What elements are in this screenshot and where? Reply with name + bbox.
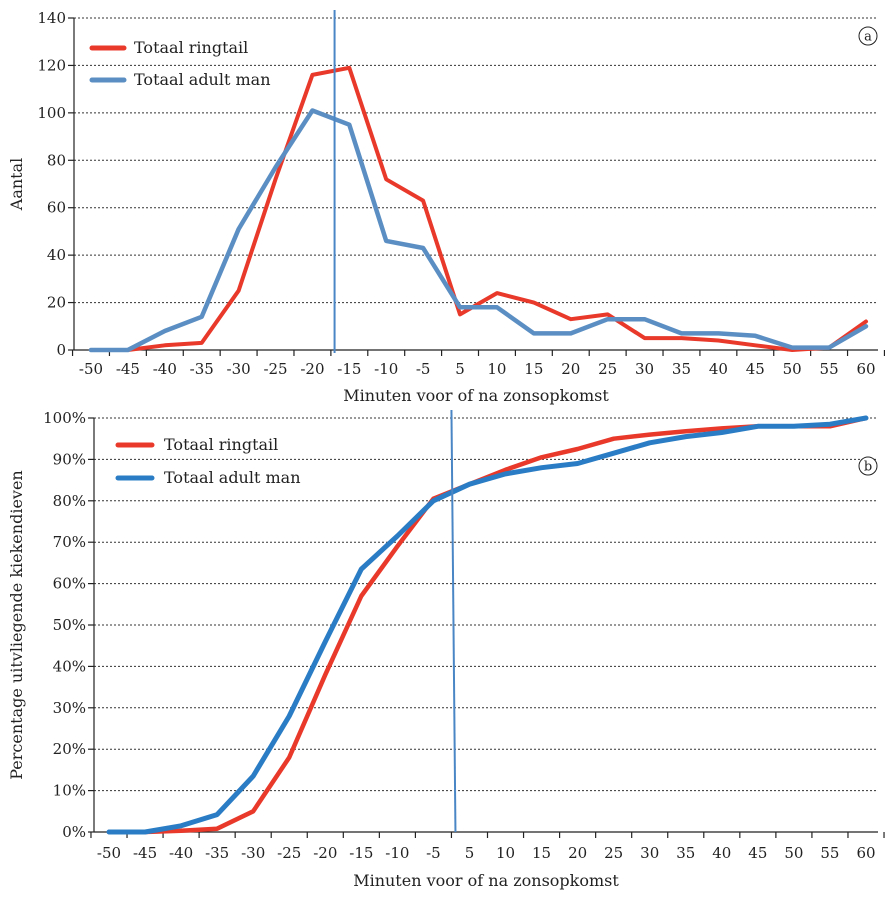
y-axis-label: Percentage uitvliegende kiekendieven xyxy=(7,470,26,779)
y-axis-label: Aantal xyxy=(7,158,26,211)
x-tick-label: 40 xyxy=(709,360,728,378)
x-tick-label: -5 xyxy=(416,360,431,378)
panel-badge-label: b xyxy=(864,460,872,475)
x-tick-label: -10 xyxy=(374,360,398,378)
x-tick-label: 60 xyxy=(856,844,875,862)
x-tick-label: 55 xyxy=(820,360,839,378)
x-tick-label: 45 xyxy=(746,360,765,378)
x-tick-label: 20 xyxy=(568,844,587,862)
y-tick-label: 10% xyxy=(53,782,86,800)
x-tick-label: 30 xyxy=(640,844,659,862)
x-tick-label: 5 xyxy=(455,360,465,378)
x-tick-label: -20 xyxy=(313,844,337,862)
y-tick-label: 70% xyxy=(53,533,86,551)
x-tick-label: -35 xyxy=(205,844,229,862)
x-tick-label: -25 xyxy=(277,844,301,862)
x-tick-label: 55 xyxy=(820,844,839,862)
series-line-adult-man xyxy=(88,108,869,353)
x-tick-label: 60 xyxy=(856,360,875,378)
x-tick-label: 10 xyxy=(496,844,515,862)
x-tick-label: 15 xyxy=(524,360,543,378)
legend-label: Totaal ringtail xyxy=(134,38,248,57)
y-tick-label: 50% xyxy=(53,616,86,634)
x-tick-label: 25 xyxy=(604,844,623,862)
x-axis-label: Minuten voor of na zonsopkomst xyxy=(353,871,619,890)
x-tick-label: -45 xyxy=(116,360,140,378)
x-tick-label: -30 xyxy=(227,360,251,378)
x-tick-label: -35 xyxy=(190,360,214,378)
x-tick-label: 25 xyxy=(598,360,617,378)
y-tick-label: 0 xyxy=(56,341,66,359)
x-tick-label: 15 xyxy=(532,844,551,862)
x-tick-label: 10 xyxy=(487,360,506,378)
x-tick-label: -5 xyxy=(426,844,441,862)
x-tick-label: -50 xyxy=(97,844,121,862)
x-tick-label: 50 xyxy=(784,844,803,862)
y-tick-label: 20 xyxy=(47,294,66,312)
x-tick-label: -15 xyxy=(337,360,361,378)
series-line-adult-man xyxy=(106,415,869,835)
x-tick-label: 45 xyxy=(748,844,767,862)
y-tick-label: 60 xyxy=(47,199,66,217)
series-line-ringtail xyxy=(89,65,868,352)
y-tick-label: 80% xyxy=(53,492,86,510)
y-tick-label: 140 xyxy=(37,9,66,27)
y-tick-label: 20% xyxy=(53,740,86,758)
chart-panel-b: 0%10%20%30%40%50%60%70%80%90%100%-50 -45-… xyxy=(7,409,885,890)
y-tick-label: 40% xyxy=(53,657,86,675)
x-tick-label: -50 xyxy=(79,360,103,378)
y-tick-label: 120 xyxy=(37,56,66,74)
y-tick-label: 30% xyxy=(53,699,86,717)
x-tick-label: -20 xyxy=(300,360,324,378)
x-tick-label: 50 xyxy=(783,360,802,378)
panel-badge-label: a xyxy=(864,30,872,45)
legend-label: Totaal ringtail xyxy=(164,435,278,454)
x-tick-label: 35 xyxy=(672,360,691,378)
x-tick-label: 35 xyxy=(676,844,695,862)
y-tick-label: 100% xyxy=(43,409,86,427)
x-tick-label: 40 xyxy=(712,844,731,862)
y-tick-label: 0% xyxy=(62,823,86,841)
y-tick-label: 100 xyxy=(37,104,66,122)
y-tick-label: 40 xyxy=(47,246,66,264)
panel-badge xyxy=(858,26,878,46)
x-tick-label: -10 xyxy=(385,844,409,862)
x-tick-label: -40 xyxy=(169,844,193,862)
x-tick-label: 5 xyxy=(465,844,475,862)
legend-label: Totaal adult man xyxy=(134,70,271,89)
legend-label: Totaal adult man xyxy=(164,468,301,487)
x-tick-label: 20 xyxy=(561,360,580,378)
x-tick-label: -25 xyxy=(263,360,287,378)
x-tick-label: -40 xyxy=(153,360,177,378)
y-tick-label: 80 xyxy=(47,151,66,169)
x-tick-label: -45 xyxy=(133,844,157,862)
x-tick-label: -30 xyxy=(241,844,265,862)
x-axis-label: Minuten voor of na zonsopkomst xyxy=(343,386,609,405)
y-tick-label: 60% xyxy=(53,575,86,593)
sunrise-marker-line xyxy=(450,409,457,833)
y-tick-label: 90% xyxy=(53,450,86,468)
x-tick-label: -15 xyxy=(349,844,373,862)
panel-badge xyxy=(858,456,878,476)
x-tick-label: 30 xyxy=(635,360,654,378)
